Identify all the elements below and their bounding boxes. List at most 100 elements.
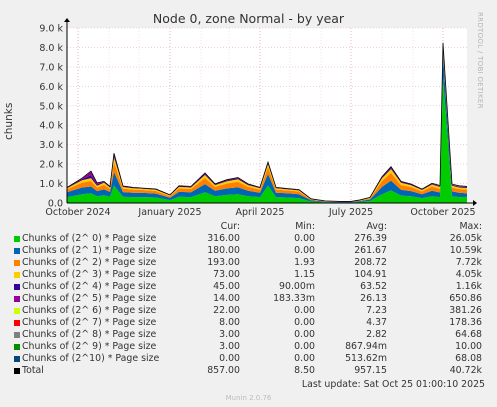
legend-max: 650.86 — [449, 293, 482, 304]
legend-max: 68.08 — [455, 353, 482, 364]
legend-max: 178.36 — [449, 317, 482, 328]
legend-name: Chunks of (2^ 3) * Page size — [22, 269, 157, 280]
legend-min: 8.50 — [294, 365, 315, 376]
legend-header-max: Max: — [459, 221, 482, 232]
x-tick-label: January 2025 — [137, 207, 201, 218]
y-tick-label: 7.0 k — [39, 62, 63, 73]
x-tick-label: October 2025 — [410, 207, 475, 218]
legend-row: Chunks of (2^ 2) * Page size 193.00 1.93 20… — [0, 257, 497, 269]
legend-avg: 7.23 — [366, 305, 387, 316]
legend-row: Chunks of (2^ 8) * Page size 3.00 0.00 2.82… — [0, 329, 497, 341]
legend-avg: 26.13 — [360, 293, 387, 304]
legend-min: 0.00 — [294, 341, 315, 352]
y-tick-label: 4.0 k — [39, 121, 63, 132]
y-tick-label: 9.0 k — [39, 24, 63, 35]
y-tick-label: 2.0 k — [39, 160, 63, 171]
legend-swatch — [14, 260, 20, 266]
legend-cur: 3.00 — [219, 329, 240, 340]
legend-name: Chunks of (2^ 8) * Page size — [22, 329, 157, 340]
legend-avg: 867.94m — [345, 341, 387, 352]
legend-swatch — [14, 368, 20, 374]
legend-min: 0.00 — [294, 329, 315, 340]
legend-swatch — [14, 236, 20, 242]
legend-swatch — [14, 320, 20, 326]
legend-row: Chunks of (2^ 0) * Page size 316.00 0.00 27… — [0, 233, 497, 245]
legend-avg: 104.91 — [354, 269, 387, 280]
legend-name: Chunks of (2^ 4) * Page size — [22, 281, 157, 292]
legend-row: Chunks of (2^ 1) * Page size 180.00 0.00 26… — [0, 245, 497, 257]
y-tick-label: 3.0 k — [39, 140, 63, 151]
legend-swatch — [14, 272, 20, 278]
legend-row: Chunks of (2^ 3) * Page size 73.00 1.15 104… — [0, 269, 497, 281]
legend-max: 10.00 — [455, 341, 482, 352]
x-tick-label: October 2024 — [45, 207, 110, 218]
x-tick-label: July 2025 — [328, 207, 373, 218]
legend-avg: 261.67 — [354, 245, 387, 256]
y-tick-label: 0.0 — [48, 199, 63, 210]
legend-min: 0.00 — [294, 305, 315, 316]
munin-version: Munin 2.0.76 — [225, 394, 272, 402]
y-tick-label: 6.0 k — [39, 82, 63, 93]
legend-avg: 957.15 — [354, 365, 387, 376]
legend-avg: 4.37 — [366, 317, 387, 328]
legend-max: 381.26 — [449, 305, 482, 316]
legend-cur: 316.00 — [207, 233, 240, 244]
y-tick-label: 1.0 k — [39, 179, 63, 190]
legend-min: 0.00 — [294, 317, 315, 328]
legend-header-avg: Avg: — [366, 221, 387, 232]
legend-min: 90.00m — [279, 281, 315, 292]
x-tick-label: April 2025 — [236, 207, 285, 218]
legend-cur: 0.00 — [219, 353, 240, 364]
legend-min: 183.33m — [273, 293, 315, 304]
legend-min: 0.00 — [294, 353, 315, 364]
total-line — [66, 42, 468, 202]
legend-max: 7.72k — [455, 257, 482, 268]
legend-row: Total 857.00 8.50 957.15 40.72k — [0, 365, 497, 377]
legend-max: 4.05k — [455, 269, 482, 280]
legend-row: Chunks of (2^10) * Page size 0.00 0.00 513.… — [0, 353, 497, 365]
legend-swatch — [14, 356, 20, 362]
legend-name: Total — [22, 365, 44, 376]
legend-name: Chunks of (2^ 2) * Page size — [22, 257, 157, 268]
legend-max: 26.05k — [449, 233, 482, 244]
legend-min: 0.00 — [294, 245, 315, 256]
legend-name: Chunks of (2^ 6) * Page size — [22, 305, 157, 316]
y-axis-arrow — [64, 18, 70, 22]
legend-cur: 22.00 — [213, 305, 240, 316]
series-area — [67, 44, 467, 202]
legend-header: Cur: Min: Avg: Max: — [0, 221, 497, 233]
legend-cur: 8.00 — [219, 317, 240, 328]
legend-swatch — [14, 332, 20, 338]
legend-row: Chunks of (2^ 4) * Page size 45.00 90.00m 6… — [0, 281, 497, 293]
legend-cur: 14.00 — [213, 293, 240, 304]
legend-avg: 276.39 — [354, 233, 387, 244]
legend-min: 1.93 — [294, 257, 315, 268]
legend-cur: 45.00 — [213, 281, 240, 292]
legend-avg: 2.82 — [366, 329, 387, 340]
chart-title: Node 0, zone Normal - by year — [152, 11, 345, 26]
legend-row: Chunks of (2^ 7) * Page size 8.00 0.00 4.37… — [0, 317, 497, 329]
legend-cur: 857.00 — [207, 365, 240, 376]
legend-row: Chunks of (2^ 9) * Page size 3.00 0.00 867.… — [0, 341, 497, 353]
legend-swatch — [14, 284, 20, 290]
legend-avg: 208.72 — [354, 257, 387, 268]
legend-name: Chunks of (2^ 7) * Page size — [22, 317, 157, 328]
legend-swatch — [14, 344, 20, 350]
series-area — [67, 46, 467, 203]
legend-cur: 73.00 — [213, 269, 240, 280]
plot-area: 0.0 1.0 k 2.0 k 3.0 k 4.0 k 5.0 k 6.0 k 7.0 k 8.… — [39, 18, 477, 218]
legend-swatch — [14, 308, 20, 314]
legend-name: Chunks of (2^10) * Page size — [22, 353, 160, 364]
y-tick-label: 5.0 k — [39, 101, 63, 112]
legend-header-cur: Cur: — [220, 221, 240, 232]
legend-name: Chunks of (2^ 1) * Page size — [22, 245, 157, 256]
y-tick-label: 8.0 k — [39, 43, 63, 54]
x-axis-arrow — [473, 200, 477, 206]
legend-cur: 193.00 — [207, 257, 240, 268]
legend-row: Chunks of (2^ 5) * Page size 14.00 183.33m… — [0, 293, 497, 305]
legend-row: Chunks of (2^ 6) * Page size 22.00 0.00 7.2… — [0, 305, 497, 317]
legend-cur: 3.00 — [219, 341, 240, 352]
legend-swatch — [14, 248, 20, 254]
legend-cur: 180.00 — [207, 245, 240, 256]
